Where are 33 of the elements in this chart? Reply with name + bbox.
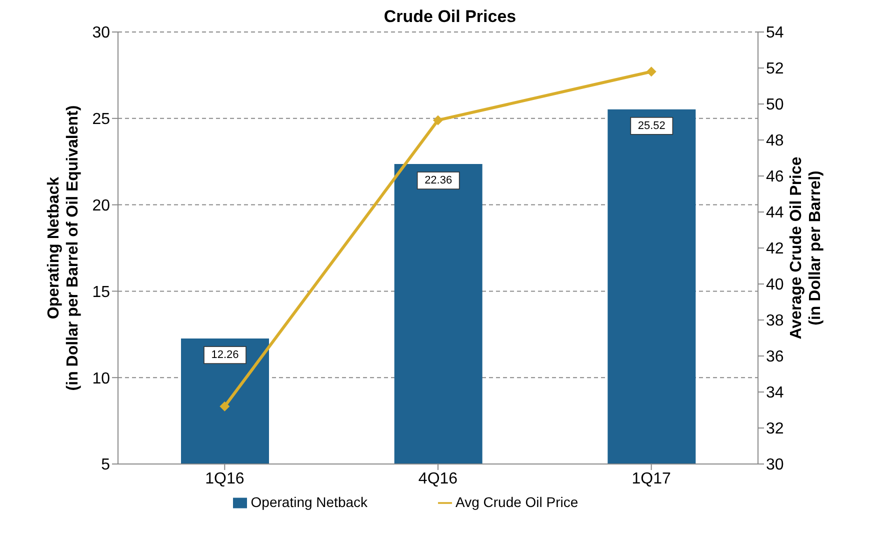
data-label: 25.52 bbox=[638, 120, 666, 132]
y2-tick-label: 36 bbox=[766, 348, 784, 366]
chart-title: Crude Oil Prices bbox=[384, 7, 516, 26]
y2-tick-label: 42 bbox=[766, 240, 784, 258]
y-tick-label: 10 bbox=[92, 370, 110, 388]
y2-tick-label: 52 bbox=[766, 60, 784, 78]
y2-tick-label: 48 bbox=[766, 132, 784, 150]
y2-tick-label: 50 bbox=[766, 96, 784, 114]
legend-label: Avg Crude Oil Price bbox=[456, 494, 578, 510]
y-axis-title: Operating Netback (in Dollar per Barrel of Oil Equivalent) bbox=[46, 105, 82, 391]
y2-tick-label: 38 bbox=[766, 312, 784, 330]
point bbox=[220, 401, 230, 412]
y2-tick-label: 30 bbox=[766, 456, 784, 474]
y2-axis-title: Average Crude Oil Price (in Dollar per Barrel) bbox=[788, 156, 824, 340]
y-tick-label: 25 bbox=[92, 111, 110, 128]
y-tick-label: 20 bbox=[92, 197, 110, 214]
y2-tick-label: 34 bbox=[766, 384, 784, 402]
point bbox=[433, 115, 443, 126]
x-tick-label: 4Q16 bbox=[418, 470, 458, 488]
legend-label: Operating Netback bbox=[250, 494, 368, 510]
data-label: 22.36 bbox=[424, 174, 452, 187]
x-tick-label: 1Q17 bbox=[632, 470, 672, 488]
y2-tick-label: 54 bbox=[766, 24, 784, 42]
y2-tick-label: 32 bbox=[766, 420, 784, 438]
x-tick-label: 1Q16 bbox=[205, 470, 244, 488]
point bbox=[646, 66, 656, 77]
y2-tick-label: 46 bbox=[766, 168, 784, 186]
y2-tick-label: 44 bbox=[766, 204, 784, 222]
y2-tick-label: 40 bbox=[766, 276, 784, 294]
y-tick-label: 30 bbox=[92, 24, 110, 42]
y-tick-label: 5 bbox=[101, 456, 110, 474]
data-label: 12.26 bbox=[211, 349, 239, 362]
y-tick-label: 15 bbox=[92, 284, 110, 301]
